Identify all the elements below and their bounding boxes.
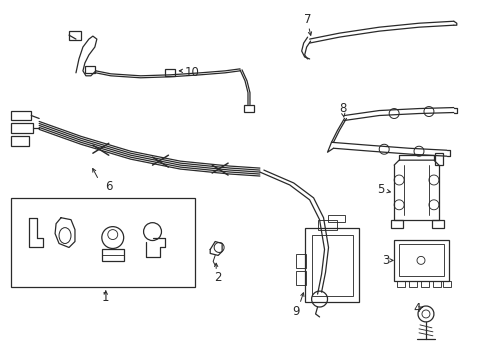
Bar <box>397 281 405 287</box>
Bar <box>11 111 31 121</box>
Bar <box>305 228 359 302</box>
Bar <box>11 136 29 146</box>
Bar <box>443 281 451 287</box>
Text: 4: 4 <box>413 302 421 315</box>
Bar <box>312 235 353 296</box>
Text: 10: 10 <box>185 66 200 79</box>
Bar <box>435 153 443 165</box>
Bar <box>421 281 429 287</box>
Bar <box>11 123 33 133</box>
Bar <box>85 66 95 73</box>
Bar <box>409 281 417 287</box>
Bar <box>399 244 444 276</box>
Bar <box>391 220 403 228</box>
Text: 6: 6 <box>105 180 113 193</box>
Bar <box>295 271 306 285</box>
Bar <box>102 249 123 261</box>
Bar <box>433 281 441 287</box>
Text: 7: 7 <box>304 13 311 26</box>
Text: 2: 2 <box>215 271 222 284</box>
Text: 8: 8 <box>339 102 346 115</box>
Bar <box>432 220 444 228</box>
Text: 9: 9 <box>292 306 299 319</box>
Text: 3: 3 <box>383 254 390 267</box>
Bar <box>11 198 196 287</box>
Bar <box>318 220 338 230</box>
Bar <box>394 239 449 281</box>
Bar <box>327 215 345 222</box>
Bar <box>244 105 254 112</box>
Text: 1: 1 <box>102 291 110 303</box>
Text: 5: 5 <box>377 184 385 197</box>
Bar <box>69 31 81 40</box>
Bar <box>295 255 306 268</box>
Bar <box>166 69 175 76</box>
